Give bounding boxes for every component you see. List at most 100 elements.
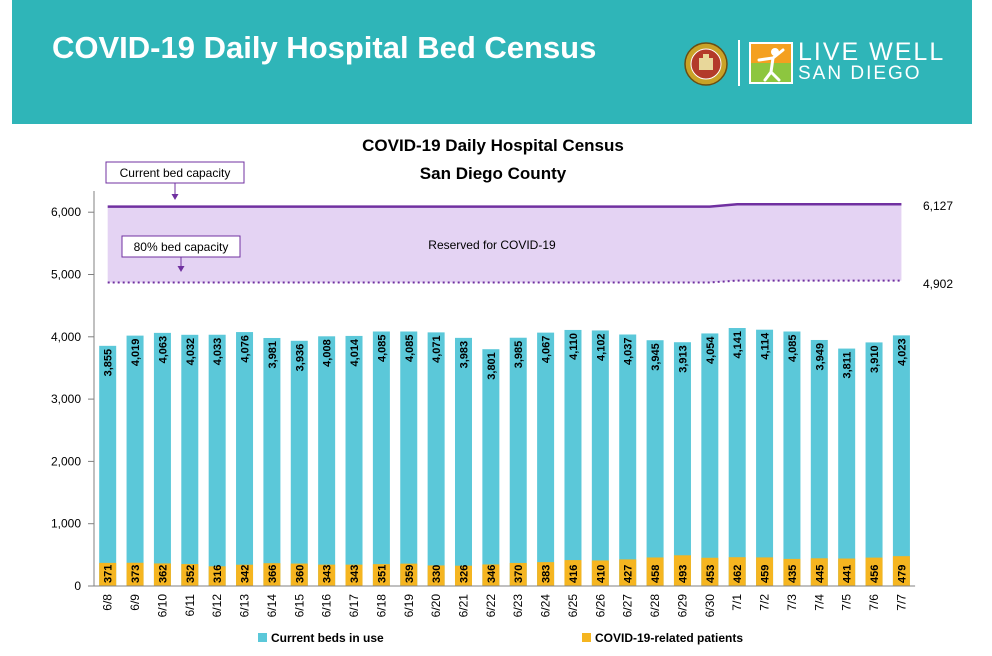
logo-text-live-well: LIVE WELL — [798, 38, 946, 66]
x-tick-label: 6/29 — [675, 594, 689, 618]
chart-title-line2: San Diego County — [420, 164, 567, 183]
data-label-covid: 383 — [541, 565, 553, 583]
data-label-covid: 427 — [623, 565, 635, 583]
bar-beds-in-use — [290, 340, 308, 586]
data-label-covid: 343 — [349, 565, 361, 583]
x-tick-label: 6/20 — [429, 594, 443, 618]
x-tick-label: 6/28 — [648, 594, 662, 618]
data-label-beds: 4,071 — [431, 335, 443, 363]
data-label-covid: 459 — [760, 565, 772, 583]
data-label-covid: 370 — [513, 565, 525, 583]
data-label-covid: 462 — [732, 565, 744, 583]
data-label-covid: 359 — [404, 565, 416, 583]
x-tick-label: 6/24 — [539, 594, 553, 618]
y-tick-label: 6,000 — [51, 205, 81, 219]
data-label-beds: 4,037 — [623, 337, 635, 365]
x-tick-label: 6/18 — [374, 594, 388, 618]
bar-covid-patients — [236, 564, 254, 586]
data-label-beds: 4,014 — [349, 338, 361, 366]
reserved-band — [107, 204, 902, 283]
bar-covid-patients — [728, 557, 746, 586]
x-tick-label: 7/7 — [894, 594, 908, 611]
bar-beds-in-use — [892, 335, 910, 586]
bar-beds-in-use — [619, 334, 637, 586]
x-tick-label: 6/12 — [210, 594, 224, 618]
bar-beds-in-use — [153, 332, 171, 586]
chart-title-line1: COVID-19 Daily Hospital Census — [362, 136, 624, 155]
bar-beds-in-use — [99, 345, 117, 586]
data-label-beds: 4,085 — [404, 335, 416, 363]
bar-covid-patients — [646, 557, 664, 586]
bar-covid-patients — [509, 562, 527, 586]
bar-beds-in-use — [537, 332, 555, 586]
data-label-beds: 3,945 — [650, 343, 662, 371]
data-label-beds: 4,085 — [787, 335, 799, 363]
bar-beds-in-use — [427, 332, 445, 586]
data-label-covid: 346 — [486, 565, 498, 583]
bar-covid-patients — [400, 563, 418, 586]
bar-covid-patients — [372, 564, 390, 586]
data-label-covid: 479 — [896, 565, 908, 583]
data-label-beds: 3,981 — [267, 341, 279, 369]
x-tick-label: 7/2 — [758, 594, 772, 611]
x-tick-label: 6/13 — [238, 594, 252, 618]
bar-covid-patients — [427, 565, 445, 586]
x-tick-label: 6/15 — [292, 594, 306, 618]
bar-beds-in-use — [756, 329, 774, 586]
y-tick-label: 2,000 — [51, 454, 81, 468]
x-tick-label: 6/8 — [101, 594, 115, 611]
data-label-covid: 330 — [431, 565, 443, 583]
data-label-beds: 3,936 — [294, 344, 306, 372]
live-well-logo-icon — [749, 42, 793, 84]
data-label-beds: 3,811 — [842, 352, 854, 379]
bar-covid-patients — [591, 560, 609, 586]
bar-covid-patients — [290, 563, 308, 586]
x-tick-label: 6/21 — [456, 594, 470, 618]
y-tick-label: 5,000 — [51, 268, 81, 282]
bar-beds-in-use — [728, 328, 746, 586]
bar-beds-in-use — [673, 342, 691, 586]
data-label-beds: 3,913 — [677, 345, 689, 373]
data-label-covid: 435 — [787, 565, 799, 583]
capacity-line — [107, 203, 902, 208]
x-tick-label: 7/1 — [730, 594, 744, 611]
x-tick-label: 6/10 — [155, 594, 169, 618]
data-label-beds: 3,855 — [103, 349, 115, 377]
capacity-callout-label: Current bed capacity — [120, 166, 231, 180]
eighty-percent-line — [107, 279, 902, 284]
bar-beds-in-use — [838, 348, 856, 586]
page-title: COVID-19 Daily Hospital Bed Census — [52, 30, 597, 65]
data-label-covid: 445 — [814, 565, 826, 583]
x-tick-label: 6/26 — [593, 594, 607, 618]
bar-beds-in-use — [318, 336, 336, 586]
x-tick-label: 6/30 — [703, 594, 717, 618]
bar-covid-patients — [756, 557, 774, 586]
bar-beds-in-use — [810, 339, 828, 586]
data-label-beds: 4,102 — [595, 333, 607, 361]
county-seal-icon — [684, 42, 728, 86]
data-label-beds: 4,067 — [541, 336, 553, 364]
x-tick-label: 6/25 — [566, 594, 580, 618]
header-banner: COVID-19 Daily Hospital Bed Census LIVE … — [12, 0, 972, 124]
data-label-covid: 416 — [568, 565, 580, 583]
data-label-beds: 4,019 — [130, 339, 142, 367]
bar-beds-in-use — [646, 340, 664, 586]
capacity-end-label: 6,127 — [923, 199, 953, 213]
bar-covid-patients — [181, 564, 199, 586]
x-tick-label: 6/14 — [265, 594, 279, 618]
y-tick-label: 4,000 — [51, 330, 81, 344]
bar-covid-patients — [537, 562, 555, 586]
reserved-label: Reserved for COVID-19 — [428, 238, 556, 252]
data-label-beds: 4,008 — [322, 339, 334, 367]
data-label-beds: 4,076 — [240, 335, 252, 363]
x-tick-label: 7/6 — [867, 594, 881, 611]
bar-covid-patients — [345, 564, 363, 586]
y-tick-label: 0 — [74, 579, 81, 593]
x-tick-label: 6/19 — [402, 594, 416, 618]
bar-covid-patients — [153, 563, 171, 586]
bar-beds-in-use — [181, 334, 199, 586]
data-label-beds: 4,114 — [760, 332, 772, 360]
bar-beds-in-use — [509, 337, 527, 586]
data-label-covid: 360 — [294, 565, 306, 583]
